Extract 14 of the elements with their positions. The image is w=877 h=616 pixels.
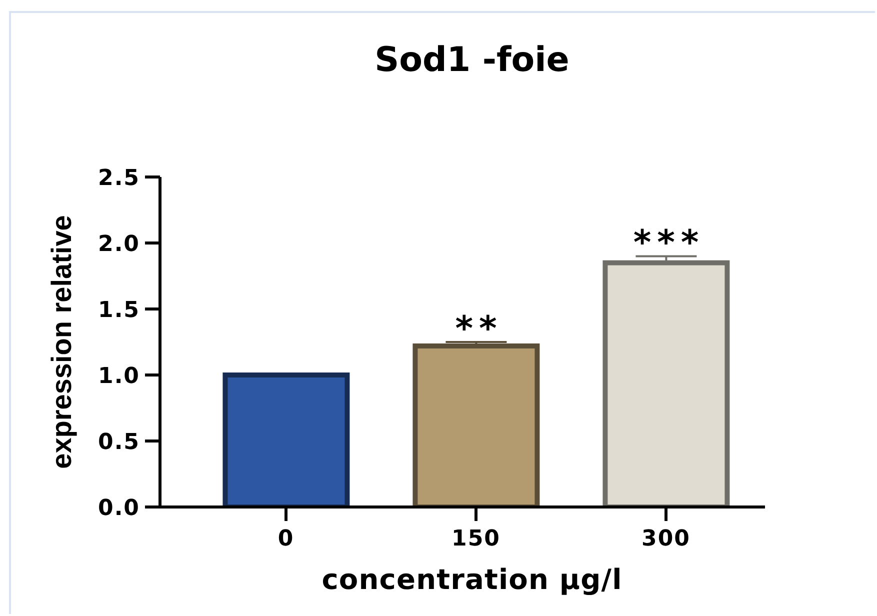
y-tick-label: 1.0: [98, 364, 140, 389]
annotation: ***: [633, 223, 705, 264]
x-tick-label: 300: [642, 526, 690, 552]
y-tick-label: 2.0: [98, 232, 140, 257]
y-tick-label: 2.5: [98, 166, 140, 191]
y-tick-label: 0.0: [98, 496, 140, 521]
y-axis-title: expression relative: [45, 214, 78, 471]
y-tick-label: 1.5: [98, 298, 140, 323]
x-tick-label: 0: [278, 526, 294, 552]
y-tick-label: 0.5: [98, 430, 140, 455]
x-tick-label: 150: [452, 526, 500, 552]
x-axis-title: concentration µg/l: [320, 562, 624, 598]
chart-title: Sod1 -foie: [374, 39, 570, 82]
annotation: **: [455, 309, 503, 349]
